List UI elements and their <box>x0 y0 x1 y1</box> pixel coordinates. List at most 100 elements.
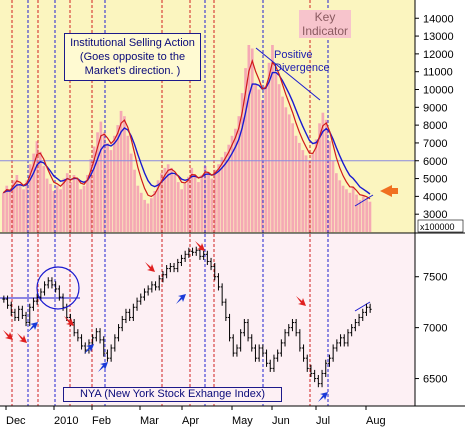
divergence-line-indicator <box>354 194 374 207</box>
indicator-bar <box>224 151 227 232</box>
indicator-bar <box>156 180 160 232</box>
indicator-bar <box>331 160 335 233</box>
indicator-bar <box>173 175 177 232</box>
red-arrow-icon <box>3 330 13 340</box>
indicator-bar <box>341 185 345 232</box>
indicator-bar <box>126 135 130 232</box>
arrow-shape <box>3 330 13 340</box>
indicator-bar <box>62 178 66 232</box>
arrow-shape <box>17 333 27 343</box>
indicator-bar <box>187 176 190 232</box>
blue-arrow-icon <box>176 294 186 304</box>
indicator-bar <box>183 183 187 232</box>
y-tick-label: 12000 <box>423 49 454 61</box>
indicator-bar <box>79 189 83 233</box>
y-tick-label: 7500 <box>423 272 447 284</box>
indicator-bar <box>261 100 264 232</box>
indicator-bar <box>287 114 291 232</box>
series-name-label: NYA (New York Stock Exhange Index) <box>63 387 282 402</box>
indicator-bar <box>35 141 39 232</box>
indicator-bar <box>8 191 12 232</box>
blue-arrow-icon <box>318 392 328 402</box>
indicator-bar <box>139 192 143 232</box>
indicator-bar <box>180 189 183 233</box>
indicator-bar <box>294 135 298 232</box>
arrow-shape <box>318 392 328 402</box>
indicator-bar <box>254 84 257 232</box>
indicator-bar <box>361 196 365 232</box>
blue-arrow-icon <box>84 344 94 354</box>
indicator-bar <box>348 192 352 232</box>
y-tick-label: 6500 <box>423 374 447 386</box>
indicator-bar <box>15 175 19 232</box>
indicator-bar <box>335 173 338 232</box>
indicator-bar <box>160 173 163 232</box>
arrow-shape <box>195 241 205 251</box>
y-tick-label: 3000 <box>423 209 447 221</box>
indicator-bar <box>123 116 126 232</box>
y-tick-label: 14000 <box>423 13 454 25</box>
y-tick-label: 4000 <box>423 191 447 203</box>
red-arrow-icon <box>17 333 27 343</box>
indicator-bar <box>220 157 224 232</box>
y-tick-label: 11000 <box>423 67 453 79</box>
y-tick-label: 6000 <box>423 156 447 168</box>
indicator-bar <box>230 135 234 232</box>
divergence-line-top <box>255 47 321 101</box>
red-average-line <box>2 58 371 200</box>
blue-arrow-icon <box>28 322 38 332</box>
x-tick-label: Dec <box>6 415 26 427</box>
indicator-bar <box>102 132 106 233</box>
indicator-bar <box>49 183 52 232</box>
indicator-bar <box>129 153 133 232</box>
arrow-shape <box>28 322 38 332</box>
indicator-bar <box>234 128 237 232</box>
indicator-bar <box>69 182 72 232</box>
indicator-bar <box>264 85 268 233</box>
indicator-bar <box>106 142 109 232</box>
x-tick-label: Aug <box>366 415 386 427</box>
indicator-bar <box>25 180 29 232</box>
indicator-bar <box>143 199 146 232</box>
red-arrow-icon <box>145 262 155 272</box>
y-tick-label: 9000 <box>423 102 447 114</box>
orange-arrow-icon <box>380 185 398 197</box>
indicator-bar <box>136 185 140 232</box>
highlight-circle <box>36 266 80 310</box>
blue-average-line <box>2 71 371 195</box>
y-tick-label: 13000 <box>423 31 454 43</box>
indicator-bar <box>351 187 355 232</box>
indicator-bar <box>250 48 254 232</box>
indicator-bar <box>301 150 305 232</box>
indicator-bar <box>345 189 348 233</box>
indicator-bar <box>153 191 157 232</box>
indicator-bar <box>190 167 194 232</box>
y-tick-label: 5000 <box>423 174 447 186</box>
indicator-bar <box>5 185 9 232</box>
arrow-shape <box>64 316 74 326</box>
indicator-bar <box>267 62 271 232</box>
indicator-bar <box>237 116 241 232</box>
red-arrow-icon <box>296 296 306 306</box>
indicator-bar <box>176 182 180 232</box>
y-tick-label: 7000 <box>423 323 447 335</box>
blue-arrow-icon <box>98 362 108 372</box>
indicator-bar <box>82 185 86 232</box>
indicator-bar <box>2 192 5 232</box>
unit-label-box <box>417 219 464 233</box>
indicator-bar <box>96 132 99 233</box>
indicator-bar <box>247 45 251 232</box>
indicator-bar <box>18 183 22 232</box>
indicator-bar <box>318 123 321 232</box>
indicator-bar <box>304 155 308 232</box>
indicator-bar <box>170 167 173 232</box>
indicator-bar <box>210 178 214 232</box>
indicator-bar <box>109 150 113 232</box>
arrow-shape <box>145 262 155 272</box>
x-tick-label: May <box>232 415 253 427</box>
indicator-bar <box>328 141 331 232</box>
indicator-bar <box>321 112 325 232</box>
x-tick-label: 2010 <box>54 415 78 427</box>
indicator-bar <box>42 166 46 232</box>
